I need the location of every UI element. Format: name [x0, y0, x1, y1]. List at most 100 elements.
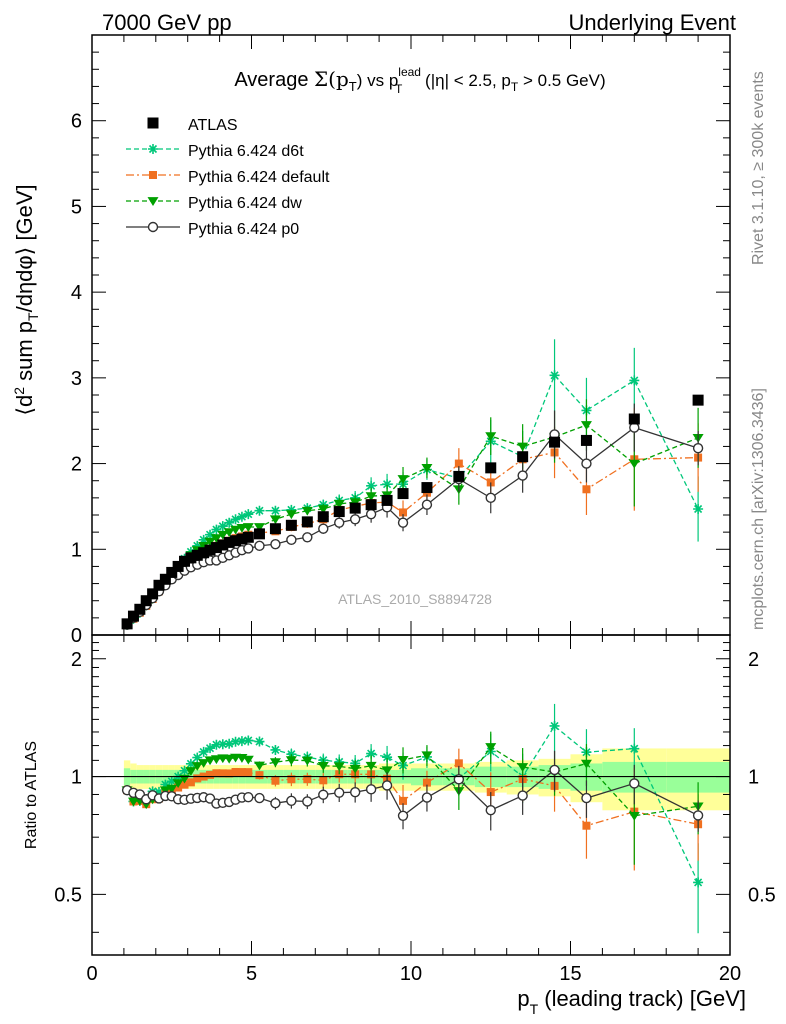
point-dw [223, 528, 235, 538]
title-sigma: Σ(p [314, 67, 349, 91]
ratio-point-default [271, 776, 280, 785]
ATLAS-data-point [349, 502, 361, 514]
point-d6t [270, 505, 281, 516]
ratio-point-default [225, 769, 234, 778]
point-p0 [692, 442, 704, 454]
point-dw [242, 523, 254, 532]
mcplots-label: mcplots.cern.ch [arXiv:1306.3436] [750, 388, 767, 630]
ATLAS-data-point [485, 462, 497, 474]
title-sub-t3: T [511, 80, 519, 94]
ratio-point-dw [317, 761, 329, 771]
point-dw [269, 515, 281, 525]
ATLAS-data-point [185, 552, 197, 564]
ratio-point-dw [397, 756, 409, 765]
ratio-point-dw [349, 764, 361, 774]
xlabel-part-1: T [530, 1001, 539, 1017]
ATLAS-data-point [628, 413, 640, 425]
ratio-point-d6t [192, 752, 203, 763]
legend: ATLAS Pythia 6.424 d6t Pythia 6.424 defaul… [126, 117, 330, 238]
ratio-point-default [212, 769, 221, 778]
point-d6t [286, 504, 297, 515]
title-rest-a: (|η| < 2.5, p [420, 71, 511, 90]
ATLAS-data-point [692, 394, 704, 406]
point-dw [517, 442, 529, 452]
ratio-point-default [582, 821, 591, 830]
header-analysis: Underlying Event [568, 10, 736, 35]
ratio-point-dw [485, 743, 497, 752]
ATLAS-data-point [230, 535, 242, 547]
ratio-point-dw [204, 756, 216, 766]
line-d6t [126, 374, 699, 626]
ratio-point-d6t [230, 736, 241, 747]
ATLAS-data-point [236, 533, 248, 545]
ratio-point-p0 [270, 798, 281, 809]
ratio-point-default [180, 780, 189, 789]
ATLAS-data-point [317, 511, 329, 523]
ATLAS-data-point [397, 488, 409, 500]
ratio-point-default [206, 770, 215, 779]
point-d6t [382, 479, 393, 490]
ratio-point-default [319, 776, 328, 785]
point-p0 [270, 538, 281, 550]
point-default [399, 508, 408, 517]
point-dw [230, 525, 242, 535]
ratio-point-default [399, 796, 408, 805]
y-tick-label-main: 3 [71, 368, 82, 390]
ratio-point-p0 [349, 786, 361, 798]
ratio-point-dw [253, 761, 265, 771]
point-dw [301, 506, 313, 516]
ATLAS-data-point [179, 555, 191, 567]
y-tick-label-ratio: 2 [71, 649, 82, 671]
ratio-point-dw [172, 779, 184, 789]
point-d6t [211, 524, 222, 535]
ratio-point-p0 [485, 804, 496, 816]
point-d6t [192, 540, 203, 551]
ATLAS-data-point [549, 436, 561, 448]
ratio-point-d6t [224, 738, 235, 749]
ratio-point-p0 [397, 810, 409, 821]
legend-label-p0: Pythia 6.424 p0 [188, 221, 299, 238]
point-dw [204, 537, 216, 547]
y-tick-label-ratio-right: 2 [748, 649, 759, 671]
ratio-point-dw [421, 751, 433, 761]
ratio-point-p0 [286, 795, 297, 806]
ATLAS-data-point [381, 494, 393, 506]
ratio-point-dw [333, 762, 345, 772]
ratio-point-default [255, 771, 264, 780]
y-tick-label-main: 2 [71, 454, 82, 476]
ratio-point-d6t [153, 786, 164, 797]
main-y-axis-label: ⟨d2 sum pT/dηdφ⟩ [GeV] [11, 184, 41, 415]
ratio-point-p0 [302, 796, 313, 807]
rivet-label: Rivet 3.1.10, ≥ 300k events [750, 71, 767, 265]
point-dw [210, 534, 222, 544]
point-d6t [198, 534, 209, 545]
x-tick-label: 20 [719, 963, 741, 985]
ratio-point-p0 [318, 789, 329, 800]
ratio-point-d6t [185, 758, 196, 769]
point-d6t [366, 480, 377, 491]
y-tick-label-ratio-right: 0.5 [748, 884, 776, 906]
y-tick-label-ratio-right: 1 [748, 767, 759, 789]
point-d6t [693, 504, 704, 514]
x-tick-label: 10 [400, 963, 422, 985]
point-d6t [217, 521, 228, 532]
ratio-point-p0 [381, 780, 393, 791]
y-tick-label-main: 5 [71, 196, 82, 218]
ATLAS-data-point [153, 579, 165, 591]
point-dw [421, 464, 433, 473]
ATLAS-data-point [580, 434, 592, 446]
x-tick-label: 0 [86, 963, 97, 985]
ratio-point-default [303, 775, 312, 784]
ratio-point-p0 [692, 810, 704, 821]
legend-marker-p0 [147, 221, 159, 233]
ratio-point-d6t [236, 736, 247, 747]
ratio-point-default [186, 778, 195, 787]
ratio-point-d6t [217, 739, 228, 750]
ATLAS-data-point [127, 610, 139, 622]
y-tick-label-ratio: 1 [71, 767, 82, 789]
ratio-point-dw [198, 759, 210, 768]
ratio-point-dw [210, 755, 222, 765]
ATLAS-data-point [223, 536, 235, 548]
ratio-point-d6t [160, 779, 171, 790]
ATLAS-data-point [242, 531, 254, 543]
